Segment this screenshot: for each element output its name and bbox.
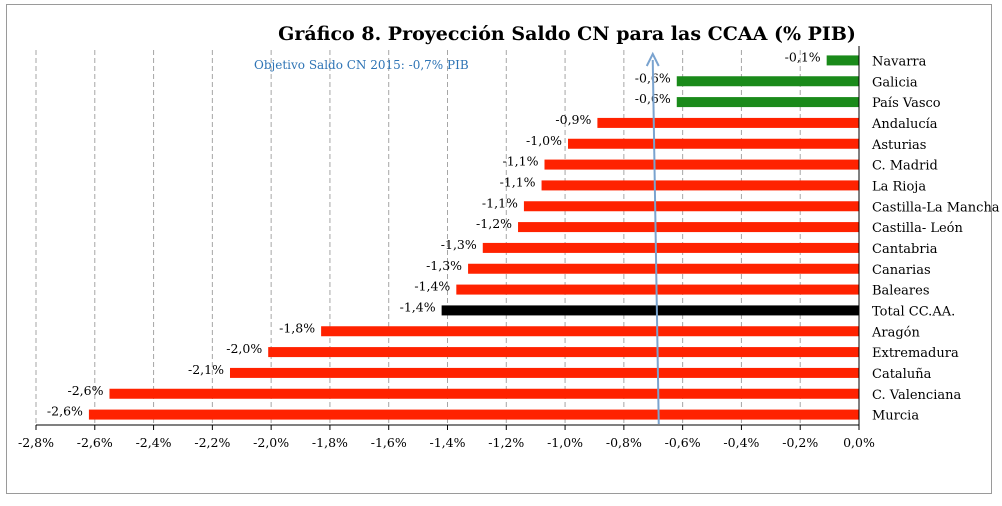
value-label: -1,2% bbox=[476, 216, 512, 231]
chart-title: Gráfico 8. Proyección Saldo CN para las … bbox=[278, 23, 856, 45]
target-annotation: Objetivo Saldo CN 2015: -0,7% PIB bbox=[254, 58, 469, 72]
target-arrow-line bbox=[651, 59, 660, 425]
value-label: -1,3% bbox=[441, 237, 477, 252]
category-label: Canarias bbox=[872, 263, 931, 278]
x-tick-label: -2,8% bbox=[18, 435, 54, 450]
category-label: Baleares bbox=[872, 284, 929, 299]
category-label: Cantabria bbox=[872, 242, 938, 257]
category-label: C. Madrid bbox=[872, 159, 938, 174]
x-tick-label: -2,4% bbox=[136, 435, 172, 450]
value-label: -1,0% bbox=[526, 133, 562, 148]
x-tick-label: -0,6% bbox=[665, 435, 701, 450]
value-label: -2,6% bbox=[67, 383, 103, 398]
category-label: Andalucía bbox=[871, 117, 938, 132]
bar bbox=[468, 263, 859, 274]
bar bbox=[88, 409, 859, 420]
category-label: Cataluña bbox=[872, 367, 932, 382]
bar bbox=[441, 305, 859, 316]
x-tick-label: -1,8% bbox=[312, 435, 348, 450]
bar bbox=[321, 326, 859, 337]
bar bbox=[544, 159, 859, 170]
value-label: -0,9% bbox=[555, 112, 591, 127]
target-arrow-head bbox=[645, 51, 660, 67]
x-tick-label: -1,0% bbox=[547, 435, 583, 450]
value-label: -0,1% bbox=[785, 49, 821, 64]
value-label: -1,3% bbox=[426, 258, 462, 273]
value-label: -1,4% bbox=[414, 279, 450, 294]
category-label: Extremadura bbox=[872, 346, 959, 361]
bar bbox=[568, 138, 859, 149]
x-tick-label: -0,8% bbox=[606, 435, 642, 450]
value-label: -2,1% bbox=[188, 362, 224, 377]
category-label: Navarra bbox=[872, 54, 927, 69]
x-tick-label: -1,4% bbox=[430, 435, 466, 450]
category-labels: Navarra Galicia País Vasco Andalucía Asturia… bbox=[871, 54, 1000, 423]
value-label: -1,1% bbox=[482, 195, 518, 210]
bar bbox=[109, 388, 860, 399]
x-tick-label: -2,2% bbox=[194, 435, 230, 450]
x-tick-label: -2,6% bbox=[77, 435, 113, 450]
category-label: Castilla- León bbox=[872, 221, 963, 236]
bar bbox=[268, 347, 859, 358]
gridlines bbox=[35, 50, 801, 425]
x-tick-label: -2,0% bbox=[253, 435, 289, 450]
category-label: Asturias bbox=[871, 138, 926, 153]
bar bbox=[676, 76, 859, 87]
value-labels: -0,1%-0,6%-0,6%-0,9%-1,0%-1,1%-1,1%-1,1%… bbox=[47, 49, 821, 418]
category-label: Total CC.AA. bbox=[872, 304, 955, 319]
x-tick-label: 0,0% bbox=[843, 435, 875, 450]
category-label: C. Valenciana bbox=[872, 388, 961, 403]
value-label: -1,1% bbox=[503, 154, 539, 169]
bars bbox=[88, 55, 860, 420]
value-label: -1,8% bbox=[279, 320, 315, 335]
value-label: -1,4% bbox=[400, 299, 436, 314]
bar bbox=[518, 222, 859, 233]
value-label: -1,1% bbox=[500, 174, 536, 189]
bar bbox=[541, 180, 859, 191]
category-label: La Rioja bbox=[872, 179, 926, 194]
value-label: -2,0% bbox=[226, 341, 262, 356]
x-axis: -2,8% -2,6% -2,4% -2,2% -2,0% -1,8% -1,6% -1,4%… bbox=[18, 46, 875, 450]
category-label: Castilla-La Mancha bbox=[872, 200, 1000, 215]
category-label: Aragón bbox=[871, 325, 921, 340]
value-label: -2,6% bbox=[47, 404, 83, 419]
bar bbox=[597, 117, 859, 128]
bar bbox=[482, 242, 859, 253]
bar bbox=[826, 55, 859, 66]
x-tick-label: -1,2% bbox=[488, 435, 524, 450]
category-label: Murcia bbox=[872, 409, 919, 424]
x-tick-label: -0,2% bbox=[782, 435, 818, 450]
category-label: País Vasco bbox=[872, 96, 941, 111]
bar bbox=[523, 201, 859, 212]
category-label: Galicia bbox=[872, 75, 918, 90]
bar bbox=[229, 367, 859, 378]
bar bbox=[456, 284, 859, 295]
x-tick-label: -0,4% bbox=[723, 435, 759, 450]
x-tick-label: -1,6% bbox=[371, 435, 407, 450]
bar bbox=[676, 97, 859, 108]
target-marker bbox=[645, 51, 660, 425]
